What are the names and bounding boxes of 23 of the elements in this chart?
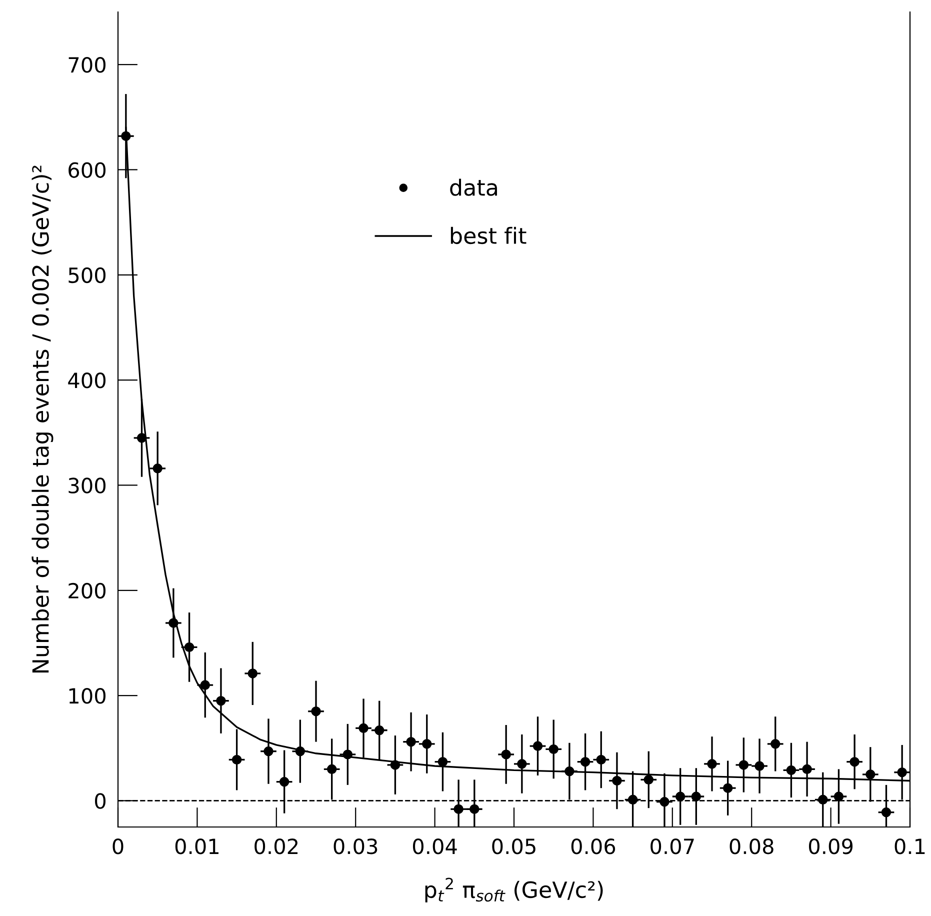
x-axis-title: p$_{t}$$^{2}$ π$_{soft}$ (GeV/c²) — [425, 878, 603, 902]
x-tick-label: 0.07 — [650, 838, 694, 854]
y-tick-label: 300 — [68, 478, 106, 494]
x-tick-label: 0.05 — [492, 838, 536, 854]
x-tick-label: 0.09 — [808, 838, 853, 854]
x-tick-label: 0.08 — [730, 838, 774, 854]
y-tick-label: 100 — [69, 688, 106, 704]
legend-label: data — [450, 178, 497, 196]
y-axis-title: Number of double tag events / 0.002 (GeV/c)² — [32, 166, 54, 672]
y-tick-label: 200 — [68, 582, 106, 599]
x-tick-label: 0 — [112, 838, 124, 854]
x-tick-label: 0.02 — [254, 838, 298, 854]
y-tick-label: 700 — [68, 57, 106, 73]
x-tick-label: 0.01 — [175, 838, 218, 854]
y-tick-label: 400 — [68, 372, 106, 388]
y-tick-label: 500 — [68, 267, 106, 284]
y-tick-label: 0 — [95, 793, 106, 809]
x-tick-label: 0.04 — [412, 838, 457, 854]
x-tick-label: 0.1 — [894, 838, 925, 854]
legend-label: best fit — [450, 226, 526, 244]
y-tick-label: 600 — [68, 162, 106, 178]
x-tick-label: 0.03 — [334, 838, 378, 854]
x-tick-label: 0.06 — [571, 838, 616, 854]
